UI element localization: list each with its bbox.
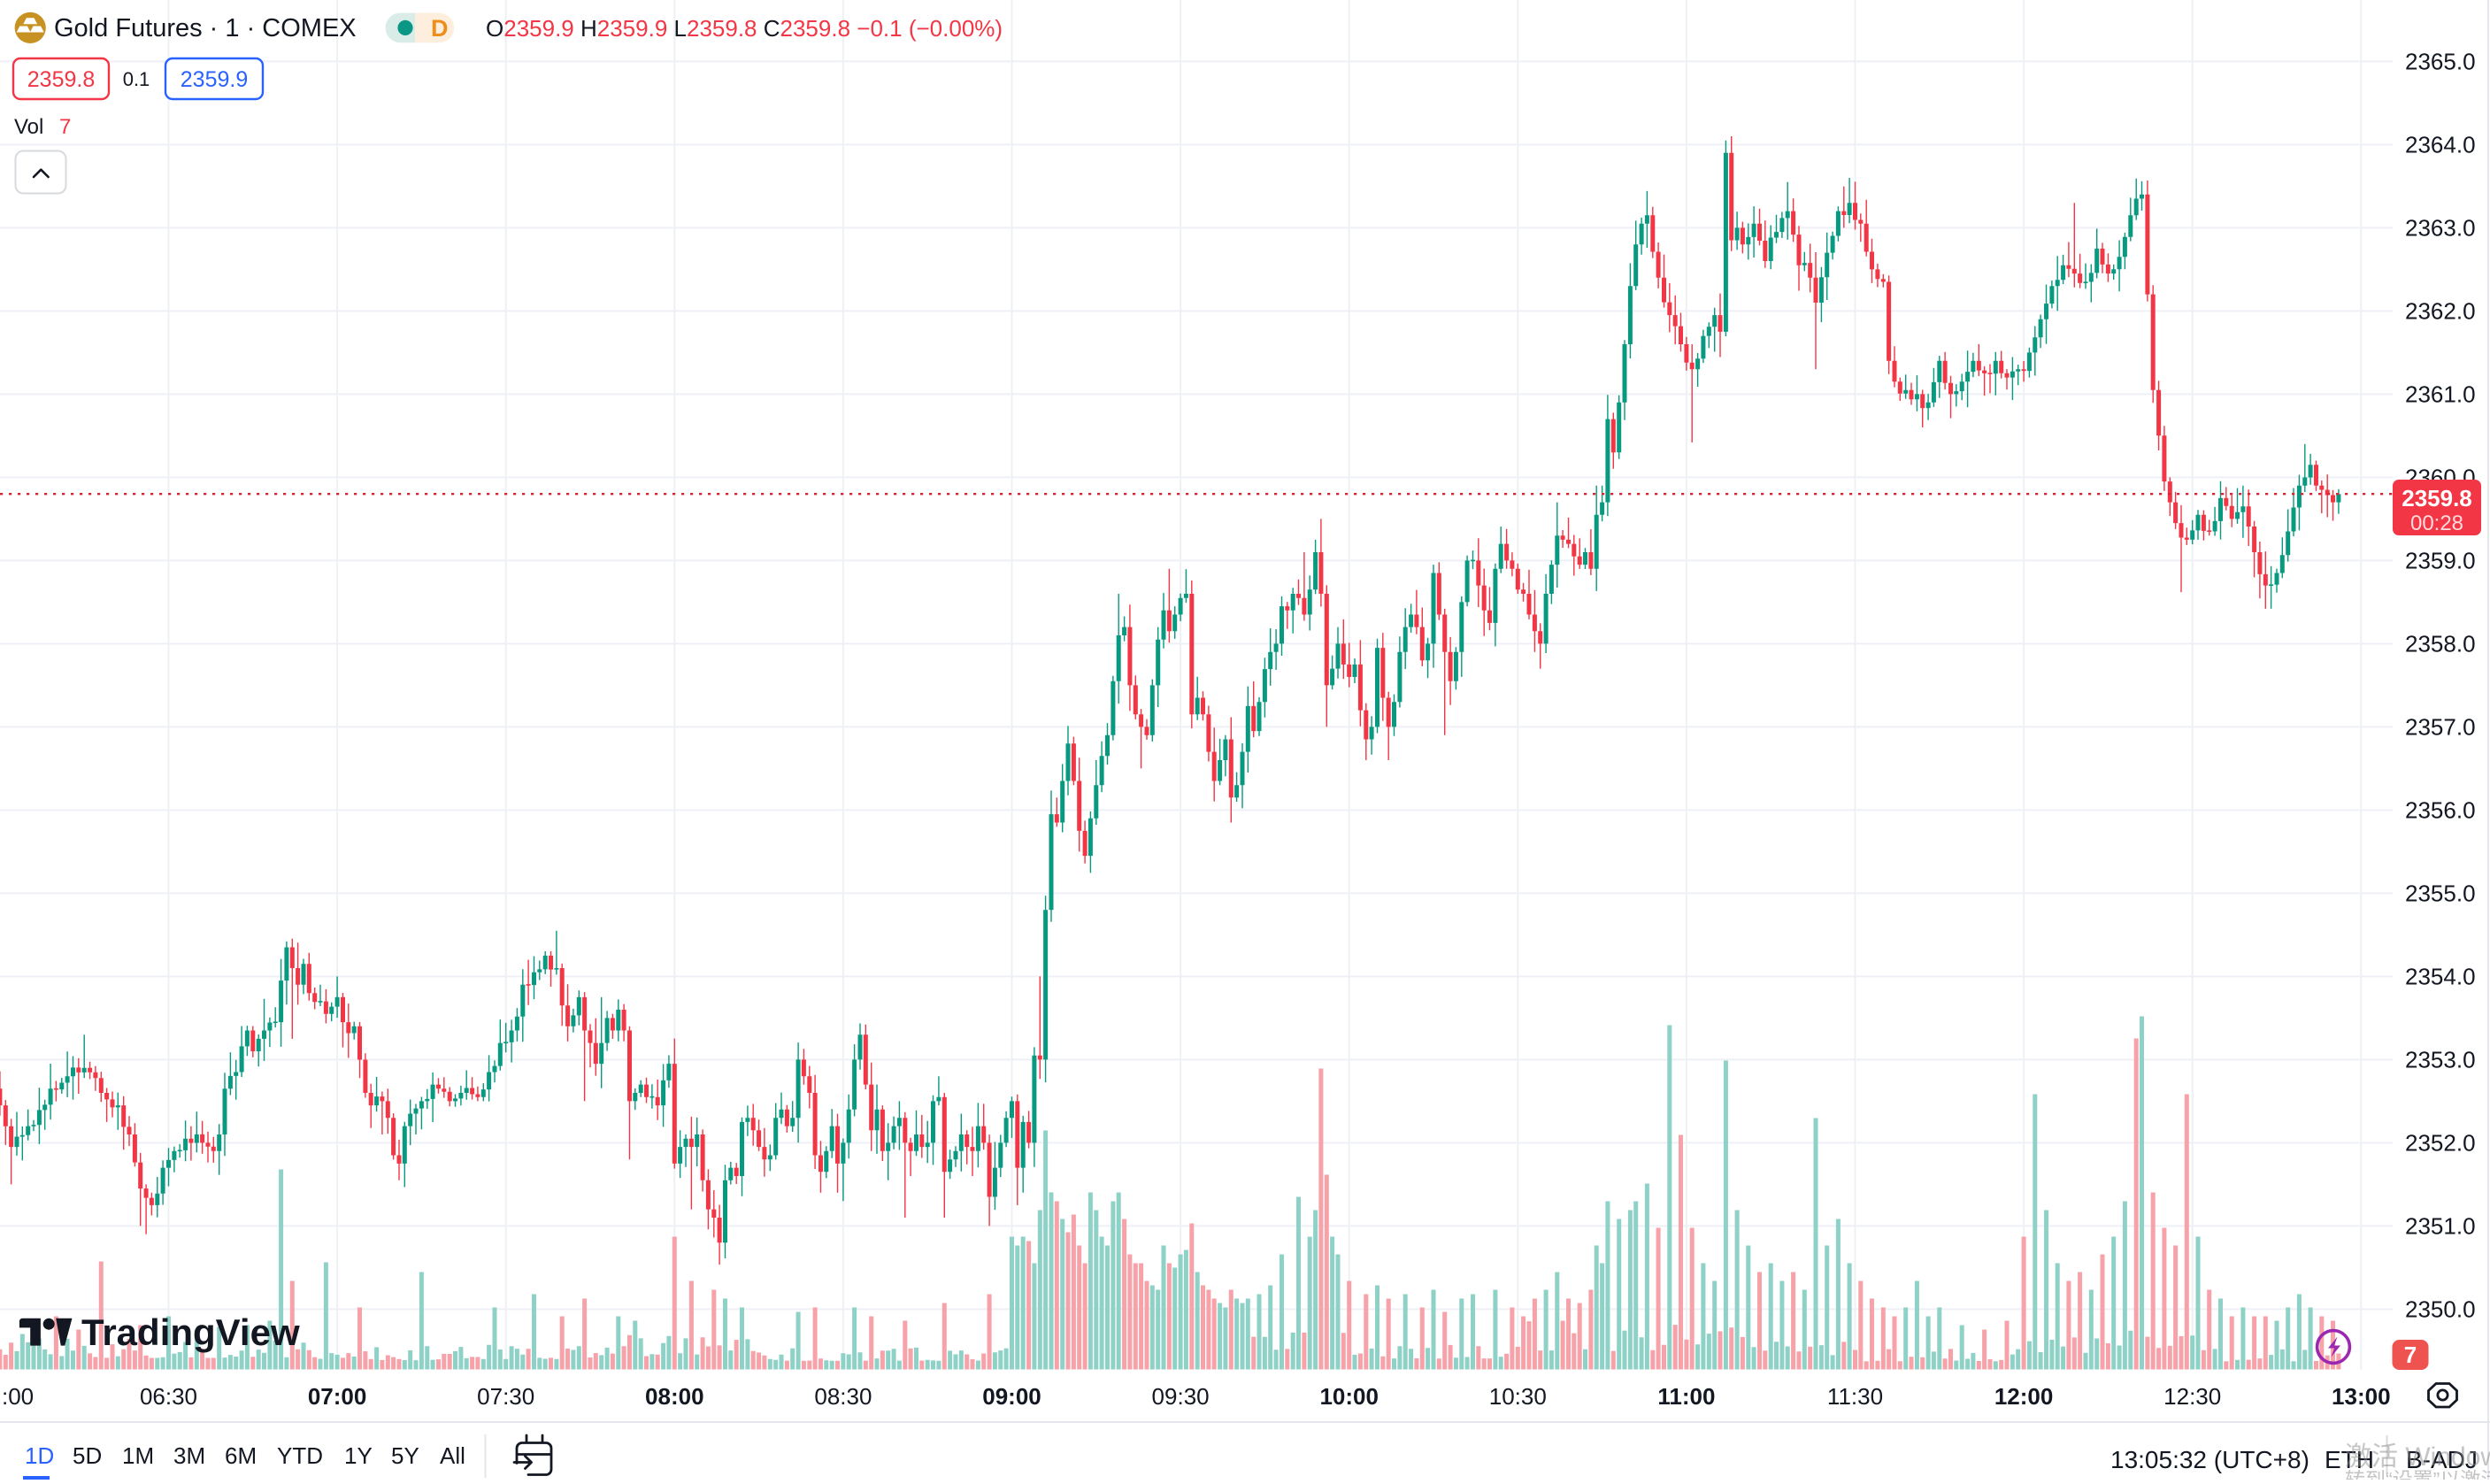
svg-text:11:00: 11:00 (1657, 1383, 1715, 1410)
svg-text:08:30: 08:30 (814, 1383, 872, 1410)
svg-text:09:00: 09:00 (982, 1383, 1041, 1410)
svg-text:12:30: 12:30 (2163, 1383, 2221, 1410)
svg-text:07:30: 07:30 (477, 1383, 534, 1410)
svg-text:转到“设置”以激活 Windows: 转到“设置”以激活 Windows (2345, 1468, 2490, 1480)
svg-text:2351.0: 2351.0 (2405, 1212, 2476, 1239)
svg-text:2357.0: 2357.0 (2405, 713, 2476, 740)
svg-text:6M: 6M (225, 1442, 257, 1469)
svg-text:09:30: 09:30 (1152, 1383, 1210, 1410)
svg-text:TradingView: TradingView (81, 1311, 300, 1353)
svg-text:2363.0: 2363.0 (2405, 214, 2476, 241)
svg-text:06:30: 06:30 (140, 1383, 197, 1410)
svg-text:10:00: 10:00 (1319, 1383, 1379, 1410)
svg-text:0.1: 0.1 (123, 68, 150, 90)
svg-text:YTD: YTD (277, 1442, 323, 1469)
svg-text:2361.0: 2361.0 (2405, 381, 2476, 407)
svg-text:7: 7 (59, 115, 71, 139)
svg-text:B-ADJ: B-ADJ (2406, 1446, 2478, 1473)
svg-text:1D: 1D (25, 1442, 54, 1469)
svg-text:2359.9: 2359.9 (181, 67, 248, 92)
svg-text:5D: 5D (73, 1442, 102, 1469)
svg-text:2350.0: 2350.0 (2405, 1296, 2476, 1322)
svg-text:激活 Windows: 激活 Windows (2345, 1442, 2490, 1472)
svg-text:ETH: ETH (2325, 1446, 2374, 1473)
svg-text:Gold Futures · 1 · COMEX: Gold Futures · 1 · COMEX (54, 14, 357, 42)
svg-text:2365.0: 2365.0 (2405, 48, 2476, 74)
svg-text:5Y: 5Y (391, 1442, 419, 1469)
svg-text:10:30: 10:30 (1489, 1383, 1547, 1410)
svg-text:2355.0: 2355.0 (2405, 880, 2476, 906)
svg-text:D: D (431, 15, 449, 42)
svg-text:2364.0: 2364.0 (2405, 131, 2476, 158)
svg-text:2352.0: 2352.0 (2405, 1129, 2476, 1156)
svg-text:2356.0: 2356.0 (2405, 796, 2476, 823)
svg-text:2359.8: 2359.8 (2402, 485, 2472, 511)
svg-text:1M: 1M (122, 1442, 154, 1469)
svg-text:1Y: 1Y (344, 1442, 373, 1469)
svg-text:08:00: 08:00 (645, 1383, 704, 1410)
svg-text::00: :00 (2, 1383, 34, 1410)
svg-text:12:00: 12:00 (1994, 1383, 2054, 1410)
svg-text:2359.8: 2359.8 (27, 67, 95, 92)
svg-text:2362.0: 2362.0 (2405, 297, 2476, 324)
svg-text:7: 7 (2404, 1342, 2417, 1368)
svg-text:11:30: 11:30 (1827, 1383, 1883, 1410)
svg-text:00:28: 00:28 (2410, 511, 2463, 535)
svg-text:3M: 3M (173, 1442, 205, 1469)
svg-text:O2359.9 H2359.9 L2359.8 C23: O2359.9 H2359.9 L2359.8 C2359.8 −0.1 (−0… (486, 15, 1003, 42)
svg-text:13:05:32 (UTC+8): 13:05:32 (UTC+8) (2110, 1446, 2309, 1473)
svg-text:2354.0: 2354.0 (2405, 963, 2476, 989)
svg-text:2358.0: 2358.0 (2405, 630, 2476, 657)
svg-text:All: All (440, 1442, 465, 1469)
svg-text:2359.0: 2359.0 (2405, 547, 2476, 573)
svg-text:2353.0: 2353.0 (2405, 1046, 2476, 1073)
svg-text:13:00: 13:00 (2332, 1383, 2391, 1410)
svg-text:07:00: 07:00 (308, 1383, 367, 1410)
svg-text:Vol: Vol (14, 115, 43, 139)
